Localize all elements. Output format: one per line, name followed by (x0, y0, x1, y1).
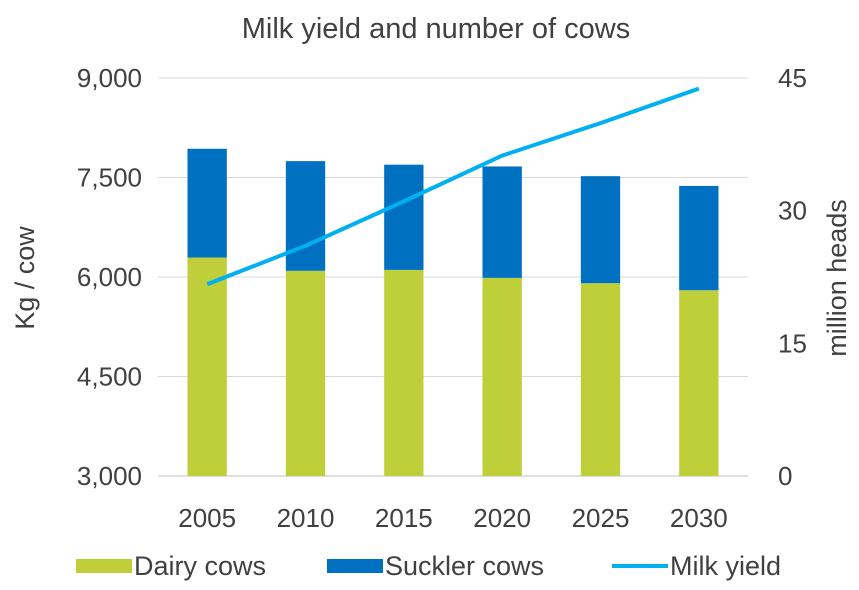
chart-title: Milk yield and number of cows (242, 13, 630, 45)
milk-yield-line (206, 86, 700, 287)
suckler-cows-bar (187, 148, 227, 258)
left-tick-label: 7,500 (77, 163, 142, 193)
suckler-cows-bar (580, 176, 621, 284)
x-axis-ticks: 2005 2010 2015 2020 2025 2030 (178, 503, 728, 533)
left-tick-label: 4,500 (77, 362, 142, 392)
dairy-cows-bar (580, 283, 621, 476)
dairy-cows-bar (187, 257, 227, 476)
legend: Dairy cows Suckler cows Milk yield (76, 551, 781, 581)
legend-label: Dairy cows (134, 551, 266, 581)
bars (187, 148, 719, 476)
legend-swatch (76, 559, 132, 573)
right-tick-label: 30 (778, 196, 807, 226)
right-tick-label: 0 (778, 461, 792, 491)
left-axis-ticks: 3,000 4,500 6,000 7,500 9,000 (77, 63, 142, 491)
x-tick-label: 2020 (473, 503, 531, 533)
suckler-cows-bar (482, 166, 522, 278)
dairy-cows-bar (285, 270, 326, 476)
milk-yield-polyline (206, 86, 700, 287)
x-tick-label: 2025 (572, 503, 630, 533)
left-tick-label: 3,000 (77, 461, 142, 491)
suckler-cows-bar (285, 161, 326, 271)
legend-label: Milk yield (670, 551, 781, 581)
right-axis-ticks: 0 15 30 45 (778, 63, 807, 491)
right-tick-label: 15 (778, 328, 807, 358)
gridlines (158, 77, 748, 477)
left-tick-label: 9,000 (77, 63, 142, 93)
suckler-cows-bar (384, 164, 424, 270)
x-tick-label: 2015 (375, 503, 433, 533)
x-tick-label: 2005 (178, 503, 236, 533)
right-tick-label: 45 (778, 63, 807, 93)
left-axis-label: Kg / cow (10, 226, 40, 330)
right-axis-label: million heads (822, 199, 852, 357)
x-tick-label: 2010 (277, 503, 335, 533)
dairy-cows-bar (384, 269, 424, 476)
x-tick-label: 2030 (670, 503, 728, 533)
dairy-cows-bar (482, 277, 522, 476)
legend-swatch (327, 559, 383, 573)
dairy-cows-bar (679, 290, 719, 476)
left-tick-label: 6,000 (77, 262, 142, 292)
legend-label: Suckler cows (385, 551, 544, 581)
suckler-cows-bar (679, 185, 719, 291)
